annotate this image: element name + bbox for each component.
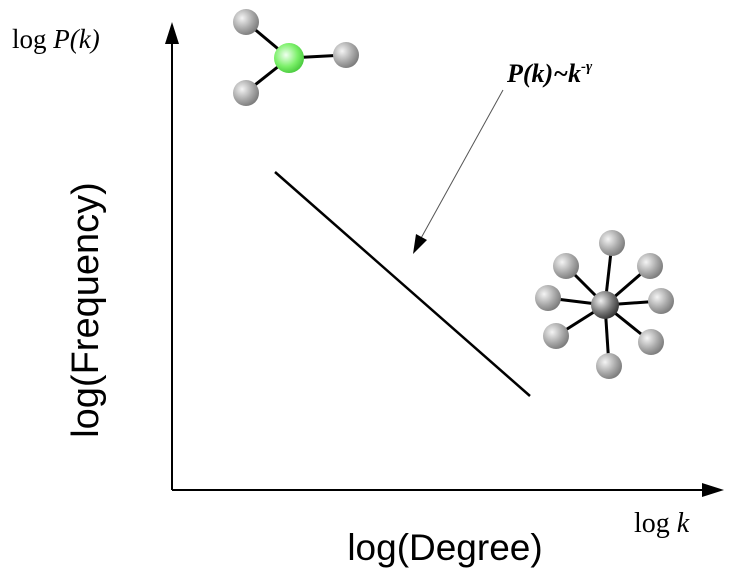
power-law-line <box>274 171 531 397</box>
x-axis-arrow <box>702 483 724 497</box>
y-axis-arrow <box>165 22 179 44</box>
annotation-exponent: -γ <box>581 59 593 75</box>
x-axis-label: log(Degree) <box>347 527 542 568</box>
var-text: k <box>677 508 690 539</box>
annotation-base: P(k)~k <box>506 59 581 88</box>
hub-node <box>535 230 674 379</box>
y-axis-symbol: log P(k) <box>12 24 100 54</box>
axes <box>171 40 705 491</box>
low-degree-node <box>233 9 359 106</box>
x-axis-symbol: log k <box>634 508 690 539</box>
annotation: P(k)~k-γ <box>506 59 593 88</box>
log-text: log <box>12 24 47 54</box>
annotation-arrow <box>419 89 504 241</box>
log-text: log <box>634 508 670 539</box>
y-axis-label: log(Frequency) <box>65 182 107 438</box>
var-text: P(k) <box>52 24 99 54</box>
annotation-arrowhead <box>413 234 427 254</box>
